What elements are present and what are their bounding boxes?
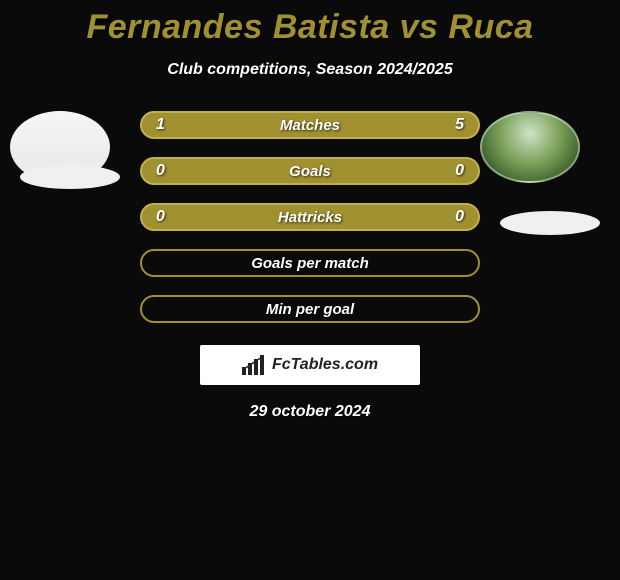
logo-text: FcTables.com [272,356,378,374]
date-label: 29 october 2024 [0,403,620,421]
stat-left-value: 0 [156,162,165,180]
stat-label: Min per goal [266,301,354,318]
stat-right-value: 0 [455,208,464,226]
stat-label: Goals per match [251,255,369,272]
stat-label: Matches [280,117,340,134]
stat-row: Min per goal [140,295,480,323]
player-right-avatar [480,111,580,183]
stat-right-value: 0 [455,162,464,180]
stat-label: Hattricks [278,209,342,226]
stat-row: 0 Goals 0 [140,157,480,185]
player-left-shadow [20,165,120,189]
chart-icon [242,355,266,375]
stat-row: 1 Matches 5 [140,111,480,139]
stat-rows: 1 Matches 5 0 Goals 0 0 Hattricks 0 Goals per mat… [140,111,480,323]
stat-row: 0 Hattricks 0 [140,203,480,231]
stat-label: Goals [289,163,331,180]
page-title: Fernandes Batista vs Ruca [0,0,620,47]
player-right-shadow [500,211,600,235]
stat-left-value: 0 [156,208,165,226]
stat-right-value: 5 [455,116,464,134]
stat-row: Goals per match [140,249,480,277]
fctables-logo: FcTables.com [200,345,420,385]
stat-left-value: 1 [156,116,165,134]
comparison-area: 1 Matches 5 0 Goals 0 0 Hattricks 0 Goals per mat… [0,111,620,421]
subtitle: Club competitions, Season 2024/2025 [0,61,620,79]
